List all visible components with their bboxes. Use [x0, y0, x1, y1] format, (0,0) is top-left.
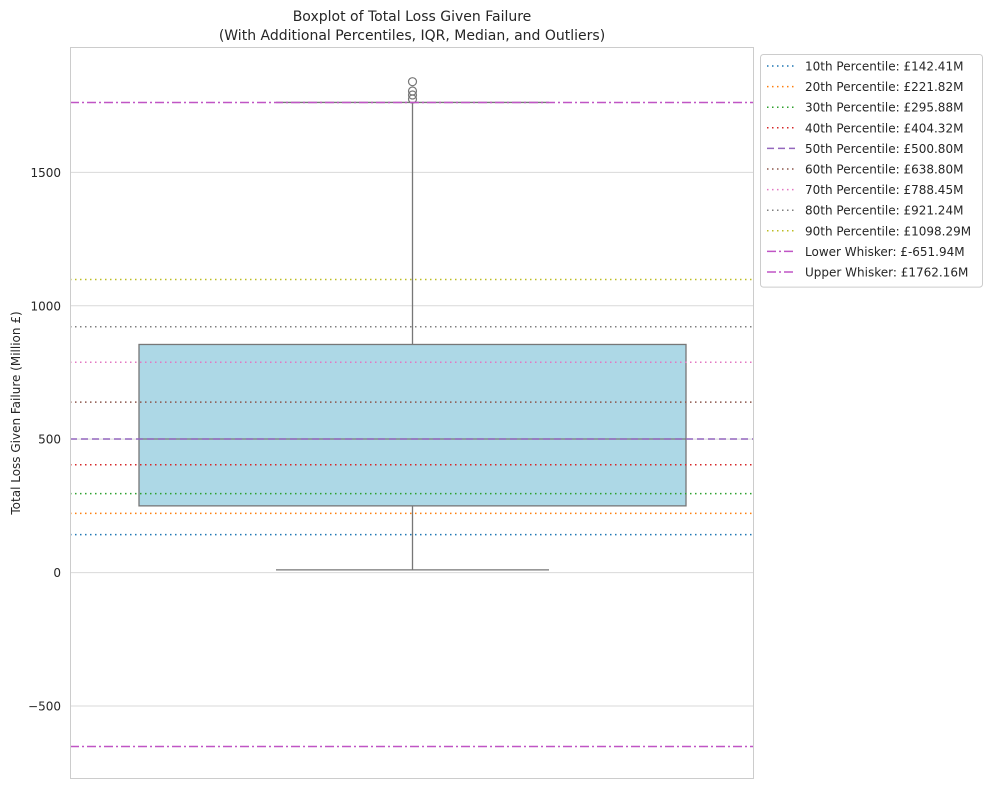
legend-box	[760, 54, 983, 288]
legend-label: Upper Whisker: £1762.16M	[805, 266, 968, 280]
legend-label: 50th Percentile: £500.80M	[805, 142, 963, 156]
legend-label: 90th Percentile: £1098.29M	[805, 224, 971, 238]
plot-frame	[70, 47, 754, 779]
y-tick-label: −500	[28, 699, 61, 713]
legend-label: 10th Percentile: £142.41M	[805, 60, 963, 74]
y-tick-label: 1000	[30, 299, 61, 313]
outlier-point	[407, 86, 418, 96]
y-axis-label: Total Loss Given Failure (Million £)	[9, 311, 23, 515]
legend-label: 40th Percentile: £404.32M	[805, 121, 963, 135]
chart-title: Boxplot of Total Loss Given Failure	[293, 9, 532, 25]
chart-subtitle: (With Additional Percentiles, IQR, Media…	[219, 28, 605, 44]
percentile-lines	[70, 101, 753, 748]
legend-label: 70th Percentile: £788.45M	[805, 183, 963, 197]
y-tick-label: 1500	[30, 166, 61, 180]
y-tick-label: 500	[38, 433, 61, 447]
legend-label: 30th Percentile: £295.88M	[805, 101, 963, 115]
legend-label: 60th Percentile: £638.80M	[805, 163, 963, 177]
legend: 10th Percentile: £142.41M 20th Percentile…	[760, 54, 983, 288]
iqr-box	[138, 343, 687, 507]
y-tick-label: 0	[53, 566, 61, 580]
box-plot	[138, 77, 687, 571]
outlier-point	[407, 77, 418, 87]
outlier-point	[407, 90, 418, 100]
legend-label: 20th Percentile: £221.82M	[805, 80, 963, 94]
y-axis-ticks: −500 0 500 1000 1500	[28, 166, 61, 714]
legend-label: Lower Whisker: £-651.94M	[805, 245, 965, 259]
legend-label: 80th Percentile: £921.24M	[805, 204, 963, 218]
